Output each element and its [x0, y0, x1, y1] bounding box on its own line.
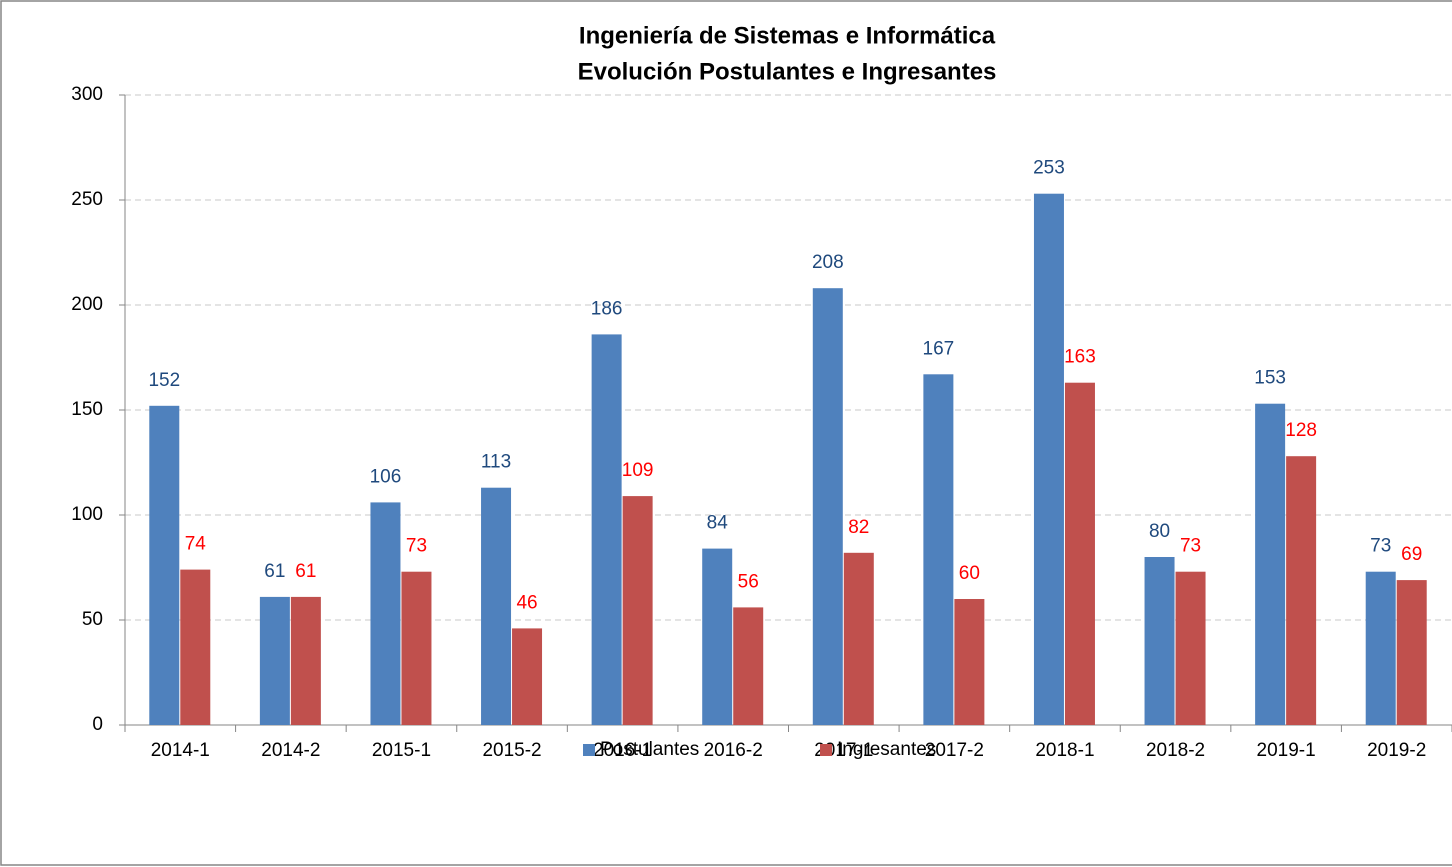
- bar: [591, 334, 622, 725]
- y-tick-label: 100: [71, 504, 103, 525]
- bar: [401, 571, 432, 725]
- value-label: 106: [370, 466, 402, 487]
- y-tick-label: 200: [71, 294, 103, 315]
- x-tick-label: 2019-2: [1367, 740, 1426, 761]
- value-label: 60: [959, 563, 980, 584]
- value-label: 186: [591, 298, 623, 319]
- legend-label: Ingresantes: [837, 739, 936, 760]
- bar: [1175, 571, 1206, 725]
- value-label: 167: [923, 338, 955, 359]
- legend-label: Postulantes: [600, 739, 699, 760]
- value-label: 73: [406, 536, 427, 557]
- x-tick-label: 2014-2: [261, 740, 320, 761]
- bar: [1033, 193, 1064, 725]
- bar: [1365, 571, 1396, 725]
- x-tick-label: 2015-1: [372, 740, 431, 761]
- bar: [370, 502, 401, 725]
- value-label: 84: [707, 513, 729, 534]
- value-label: 253: [1033, 158, 1065, 179]
- value-label: 163: [1064, 347, 1096, 368]
- y-tick-label: 150: [71, 399, 103, 420]
- bar: [1064, 382, 1095, 725]
- x-tick-label: 2019-1: [1257, 740, 1316, 761]
- bar: [622, 496, 653, 725]
- y-tick-label: 0: [92, 714, 103, 735]
- bar: [812, 288, 843, 725]
- bar: [481, 487, 512, 725]
- bar: [512, 628, 543, 725]
- value-label: 61: [295, 561, 316, 582]
- value-label: 82: [848, 517, 869, 538]
- x-tick-label: 2017-2: [925, 740, 984, 761]
- x-tick-label: 2016-2: [704, 740, 763, 761]
- bar: [1286, 456, 1317, 725]
- value-label: 128: [1285, 420, 1317, 441]
- value-label: 113: [481, 452, 511, 473]
- value-label: 208: [812, 252, 844, 273]
- bar: [149, 405, 180, 725]
- bar: [954, 599, 985, 725]
- chart-subtitle: Evolución Postulantes e Ingresantes: [578, 58, 997, 85]
- value-label: 109: [622, 460, 654, 481]
- bar: [290, 596, 321, 725]
- value-label: 56: [738, 571, 759, 592]
- bar: [180, 569, 211, 725]
- bar: [259, 596, 290, 725]
- value-label: 152: [148, 370, 180, 391]
- value-label: 74: [185, 534, 207, 555]
- bar: [733, 607, 764, 725]
- chart-title: Ingeniería de Sistemas e Informática: [579, 22, 996, 49]
- bar: [923, 374, 954, 725]
- y-tick-label: 300: [71, 84, 103, 105]
- y-tick-label: 250: [71, 189, 103, 210]
- x-tick-label: 2016-1: [593, 740, 652, 761]
- value-label: 73: [1180, 536, 1201, 557]
- x-tick-label: 2014-1: [151, 740, 210, 761]
- y-tick-label: 50: [82, 609, 103, 630]
- bar: [843, 552, 874, 725]
- value-label: 69: [1401, 544, 1422, 565]
- bar: [1396, 580, 1427, 725]
- value-label: 153: [1254, 368, 1286, 389]
- value-label: 73: [1370, 536, 1391, 557]
- x-tick-label: 2015-2: [482, 740, 541, 761]
- bar: [1255, 403, 1286, 725]
- value-label: 61: [264, 561, 285, 582]
- value-label: 80: [1149, 521, 1170, 542]
- x-tick-label: 2018-2: [1146, 740, 1205, 761]
- x-tick-label: 2018-1: [1035, 740, 1094, 761]
- legend-swatch: [820, 744, 832, 756]
- legend-swatch: [583, 744, 595, 756]
- value-label: 46: [516, 592, 537, 613]
- bar: [1144, 557, 1175, 725]
- bar: [702, 548, 733, 725]
